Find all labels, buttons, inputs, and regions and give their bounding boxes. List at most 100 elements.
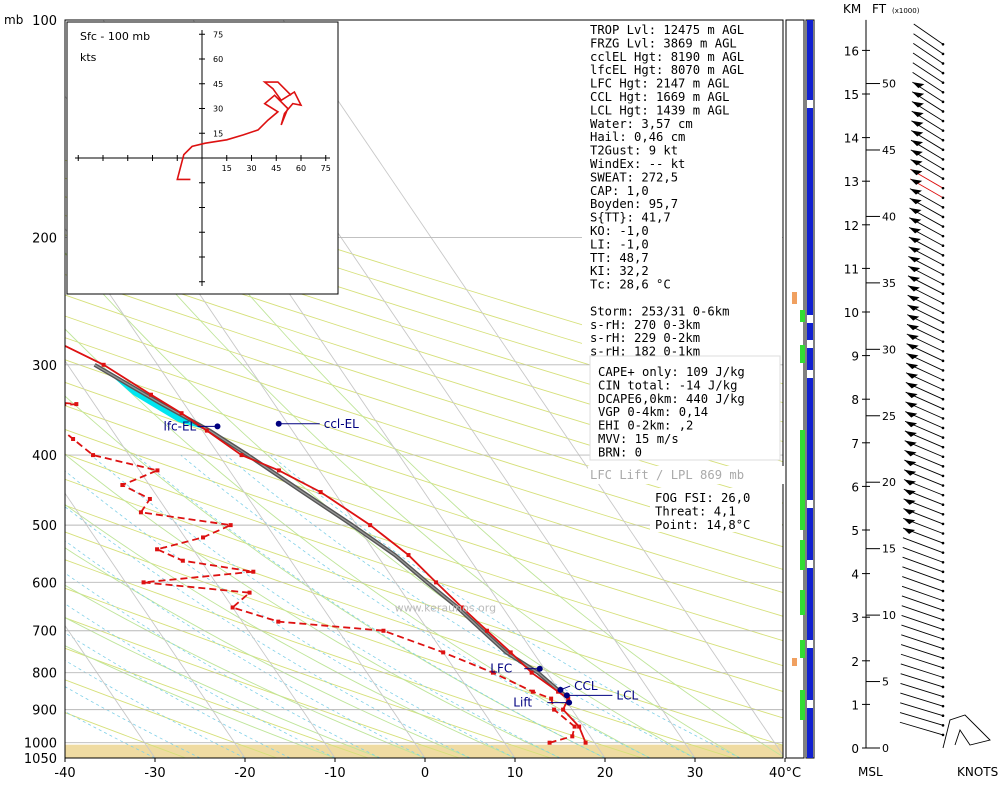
index-line: KO: -1,0 — [590, 224, 649, 238]
warm-layer — [792, 292, 797, 304]
wind-barb-flag — [905, 401, 918, 408]
wind-barb — [902, 576, 944, 592]
wind-barb-base — [941, 474, 945, 478]
wind-barb-flag — [903, 498, 916, 505]
cloud-layer — [800, 490, 805, 530]
index2-line: EHI 0-2km: ,2 — [598, 419, 693, 433]
wind-barb-base — [941, 167, 945, 171]
wind-barb-base — [941, 311, 945, 315]
plot-area: www.keraunos.org lfc-EL ccl-EL LFC CCL LCL Lif… — [65, 20, 783, 758]
ft-tick-label: 40 — [882, 210, 896, 223]
lift-bg — [588, 466, 784, 484]
wind-barb-base — [941, 158, 945, 161]
wind-barb — [912, 72, 944, 93]
wind-barb-base — [941, 196, 945, 200]
hodograph-y-label: 45 — [213, 80, 223, 89]
km-tick-label: 7 — [851, 437, 859, 451]
x-tick-label: 40°C — [769, 766, 801, 781]
wind-barb-base — [941, 570, 945, 574]
km-tick-label: 6 — [851, 480, 859, 494]
dry-adiabat — [65, 196, 783, 423]
dewpoint-point — [71, 437, 76, 442]
msl-label: MSL — [858, 765, 883, 779]
temperature-point — [368, 523, 373, 528]
wind-barb-flag — [911, 101, 924, 108]
wind-barb-base — [941, 254, 945, 257]
dry-adiabat — [65, 214, 783, 443]
mixing-ratio-line — [65, 506, 471, 758]
annotation-label: LFC — [490, 662, 512, 676]
wind-barb-base — [941, 282, 945, 286]
level-strip — [785, 19, 805, 759]
axes: -40 -30 -20 -10 0 10 20 30 40°C 100 200 300 400 500 60… — [4, 13, 801, 781]
km-tick-label: 3 — [851, 611, 859, 625]
wind-barb-base — [941, 666, 945, 670]
mixing-ratio-line — [65, 572, 381, 758]
temperature-point — [529, 670, 534, 675]
moisture-gap — [807, 315, 813, 323]
hodograph-title: Sfc - 100 mb — [80, 30, 150, 43]
moisture-gap — [807, 700, 813, 708]
wind-barb-base — [941, 455, 945, 459]
index-line: Boyden: 95,7 — [590, 197, 678, 211]
temperature-point — [406, 553, 411, 558]
wind-barb-flag — [904, 430, 917, 437]
temperature-point — [148, 392, 153, 397]
wind-barb-base — [941, 234, 945, 238]
wind-barb — [902, 566, 944, 582]
temperature-point — [239, 453, 244, 458]
wind-barb-base — [941, 244, 945, 248]
moist-adiabat — [65, 503, 516, 758]
temperature-point — [276, 468, 281, 473]
wind-barb — [901, 614, 944, 630]
wind-barb-base — [941, 637, 945, 641]
dry-adiabat — [65, 587, 551, 758]
pressure-tick-label: 900 — [32, 704, 57, 719]
temperature-line — [65, 344, 587, 744]
temperature-point — [561, 707, 566, 712]
hodograph-y-label: 75 — [213, 30, 223, 39]
wind-barb-base — [941, 503, 945, 507]
hodograph-y-label: 30 — [213, 105, 223, 114]
indices2-bg — [589, 355, 781, 461]
wind-barb-base — [941, 580, 945, 583]
index-line: Storm: 253/31 0-6km — [590, 304, 729, 318]
ft-tick-label: 30 — [882, 343, 896, 356]
annotation-label: CCL — [574, 679, 598, 693]
cloud-layer — [800, 430, 805, 500]
dry-adiabat — [65, 679, 278, 758]
wind-barb-base — [941, 685, 945, 689]
ft-tick-label: 45 — [882, 144, 896, 157]
annotation-label: LCL — [616, 688, 638, 702]
wind-barb-flag — [904, 469, 917, 476]
moist-adiabat — [163, 195, 783, 758]
annotation-label: lfc-EL — [163, 419, 196, 433]
wind-barb-base — [941, 513, 945, 516]
pressure-tick-label: 600 — [32, 576, 57, 591]
wind-barb-base — [941, 522, 945, 526]
wind-barb-flag — [906, 333, 919, 340]
wind-barb-flag — [910, 159, 923, 166]
wind-barb — [902, 537, 944, 554]
km-tick-label: 2 — [851, 655, 859, 669]
dewpoint-point — [381, 628, 386, 633]
y-axis-unit: mb — [4, 13, 23, 27]
pressure-tick-label: 700 — [32, 625, 57, 640]
index-line: CCL Hgt: 1669 m AGL — [590, 90, 729, 104]
wind-barb-flag — [906, 372, 919, 379]
wind-barb-flag — [907, 304, 920, 311]
wind-barb — [913, 23, 944, 45]
index2-line: CIN total: -14 J/kg — [598, 378, 737, 392]
wind-barb-base — [941, 62, 945, 65]
pressure-tick-label: 100 — [32, 14, 57, 29]
wind-barb-flag — [908, 275, 921, 282]
index2-line: VGP 0-4km: 0,14 — [598, 405, 708, 419]
dewpoint-point — [490, 670, 495, 675]
wind-barb-flag — [908, 266, 921, 273]
wind-barb-flag — [903, 489, 916, 496]
wind-barb-flag — [911, 120, 924, 127]
dewpoint-point — [228, 523, 233, 528]
dry-adiabat — [65, 429, 783, 667]
km-tick-label: 14 — [844, 132, 859, 146]
wind-barb-flag — [909, 198, 922, 205]
